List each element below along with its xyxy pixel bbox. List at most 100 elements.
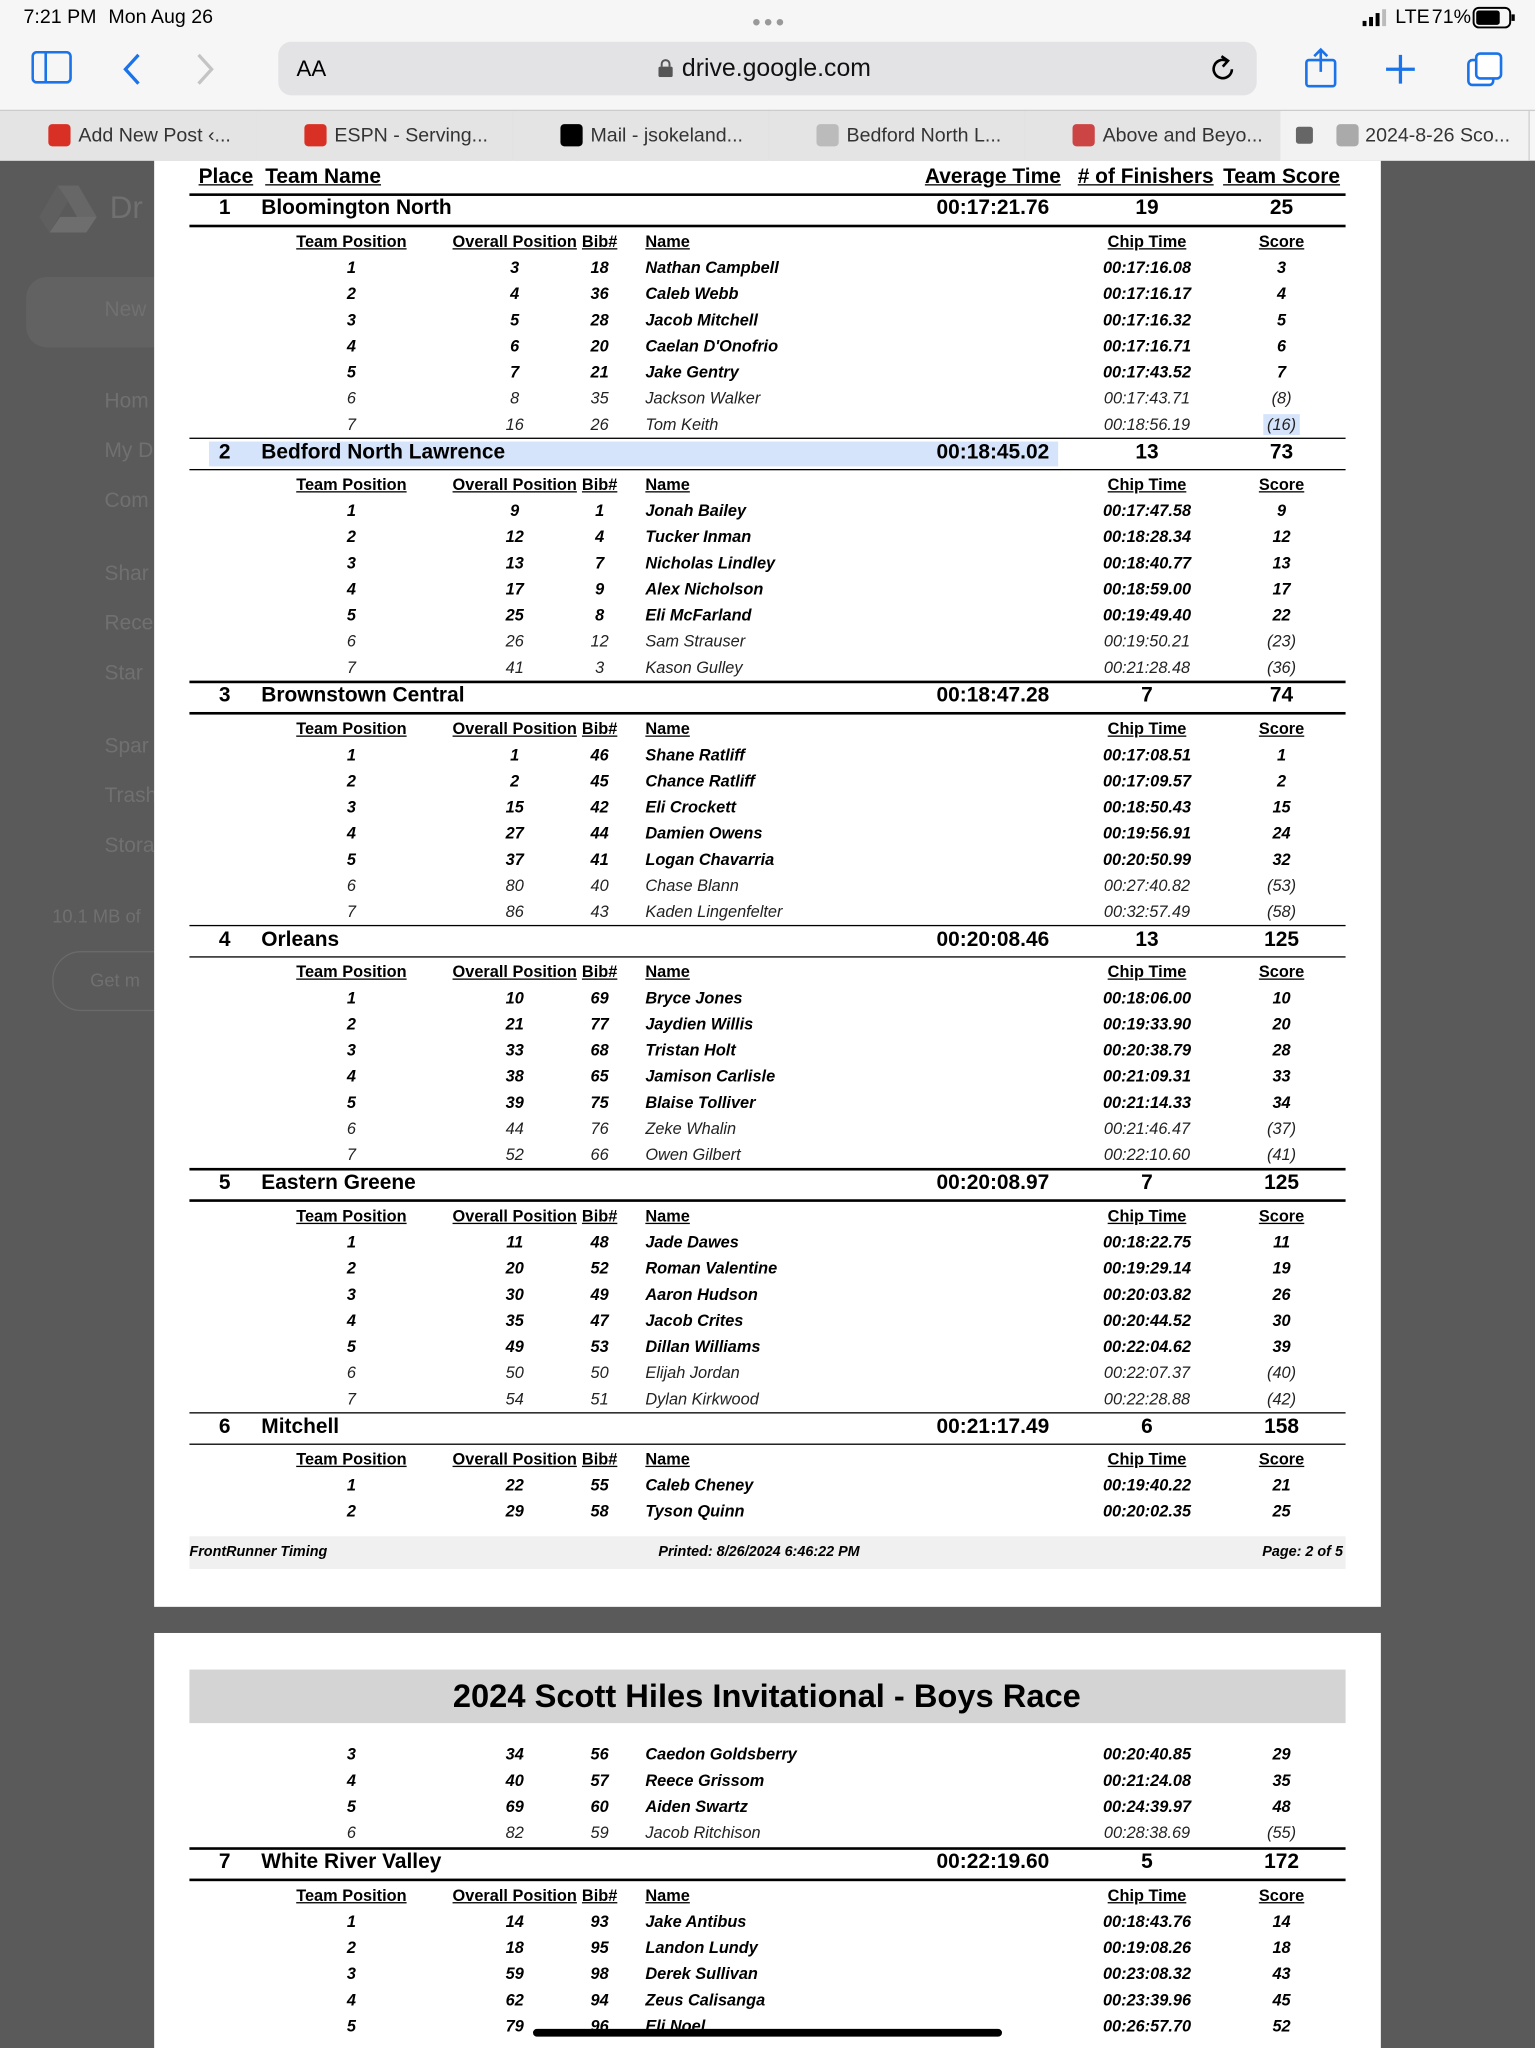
signal-icon bbox=[1362, 9, 1387, 27]
runner-cell: 00:18:40.77 bbox=[1102, 553, 1192, 573]
runner-cell: 00:21:28.48 bbox=[1103, 658, 1191, 677]
table-rule bbox=[189, 1199, 1346, 1202]
runner-cell: 4 bbox=[346, 1990, 356, 2009]
tab[interactable] bbox=[1024, 111, 1282, 161]
runner-column-header: Chip Time bbox=[1107, 962, 1187, 982]
tab-title[interactable]: Above and Beyo... bbox=[1102, 124, 1263, 147]
runner-cell: 1 bbox=[346, 988, 356, 1008]
table-rule bbox=[189, 193, 1346, 196]
runner-cell: 7 bbox=[346, 1389, 356, 1408]
runner-cell: 93 bbox=[590, 1911, 609, 1931]
runner-cell: Kaden Lingenfelter bbox=[645, 902, 783, 921]
runner-cell: Jaydien Willis bbox=[645, 1015, 754, 1034]
table-rule bbox=[189, 1847, 1346, 1850]
runner-cell: 56 bbox=[590, 1745, 609, 1764]
runner-cell: 22 bbox=[1272, 606, 1291, 625]
reload-button[interactable] bbox=[1208, 54, 1237, 85]
runner-cell: 00:22:04.62 bbox=[1102, 1337, 1192, 1356]
runner-cell: Aiden Swartz bbox=[645, 1797, 748, 1816]
runner-cell: 00:21:14.33 bbox=[1102, 1093, 1192, 1112]
runner-cell: 47 bbox=[590, 1310, 609, 1330]
runner-cell: 33 bbox=[505, 1041, 524, 1060]
runner-cell: 00:20:38.79 bbox=[1102, 1041, 1192, 1060]
runner-cell: 65 bbox=[590, 1067, 609, 1086]
home-indicator[interactable] bbox=[533, 2028, 1002, 2037]
runner-column-header: Score bbox=[1258, 1450, 1305, 1469]
runner-cell: 00:21:24.08 bbox=[1102, 1771, 1192, 1790]
team-place: 2 bbox=[218, 440, 231, 464]
runner-cell: 5 bbox=[346, 1337, 356, 1356]
runner-cell: 54 bbox=[505, 1389, 524, 1408]
tab-title[interactable]: Add New Post ‹... bbox=[78, 124, 231, 147]
table-rule bbox=[189, 224, 1346, 227]
runner-cell: 39 bbox=[505, 1093, 524, 1112]
runner-cell: Eli Crockett bbox=[645, 797, 737, 816]
runner-cell: 9 bbox=[595, 580, 605, 599]
runner-cell: 48 bbox=[590, 1232, 609, 1251]
runner-cell: 00:19:33.90 bbox=[1102, 1015, 1192, 1034]
runner-cell: 59 bbox=[590, 1823, 609, 1842]
tab-title[interactable]: Bedford North L... bbox=[846, 124, 1002, 147]
runner-cell: 00:17:43.71 bbox=[1103, 388, 1191, 407]
runner-cell: Owen Gilbert bbox=[645, 1145, 741, 1164]
runner-cell: 00:17:08.51 bbox=[1102, 745, 1192, 764]
tab[interactable] bbox=[768, 111, 1026, 161]
runner-cell: (16) bbox=[1267, 414, 1297, 434]
forward-button[interactable] bbox=[193, 52, 217, 86]
runner-cell: 6 bbox=[510, 336, 520, 355]
runner-cell: (41) bbox=[1267, 1145, 1297, 1164]
team-place: 5 bbox=[218, 1171, 231, 1195]
table-rule bbox=[189, 1878, 1346, 1881]
table-rule bbox=[189, 711, 1346, 714]
tab-title[interactable]: ESPN - Serving... bbox=[334, 124, 488, 147]
runner-cell: 33 bbox=[1272, 1067, 1291, 1086]
table-rule bbox=[189, 436, 1346, 439]
url-text[interactable]: drive.google.com bbox=[681, 54, 871, 83]
tab-close[interactable] bbox=[1295, 126, 1313, 144]
runner-cell: 11 bbox=[1273, 1232, 1291, 1251]
runner-cell: 4 bbox=[346, 1067, 356, 1086]
runner-cell: 12 bbox=[1272, 527, 1291, 547]
runner-cell: 7 bbox=[346, 902, 356, 921]
sidebar-item: Shar bbox=[104, 563, 149, 586]
share-button[interactable] bbox=[1304, 47, 1338, 89]
runner-cell: 00:20:40.85 bbox=[1102, 1745, 1192, 1764]
runner-cell: 25 bbox=[1272, 1502, 1291, 1521]
new-tab-button[interactable] bbox=[1385, 54, 1416, 85]
team-score: 158 bbox=[1264, 1415, 1300, 1438]
tab[interactable] bbox=[0, 111, 258, 161]
sidebar-item: New bbox=[104, 299, 147, 322]
runner-cell: 62 bbox=[505, 1990, 524, 2009]
tab-title[interactable]: 2024-8-26 Sco... bbox=[1365, 124, 1511, 147]
text-size-button[interactable]: AA bbox=[296, 56, 327, 81]
tab[interactable] bbox=[512, 111, 770, 161]
runner-cell: 49 bbox=[505, 1337, 524, 1356]
tabs-button[interactable] bbox=[1466, 51, 1505, 88]
sidebar-button[interactable] bbox=[31, 50, 73, 85]
address-bar[interactable] bbox=[278, 41, 1257, 96]
runner-cell: 36 bbox=[590, 284, 609, 303]
runner-column-header: Overall Position bbox=[452, 719, 577, 738]
runner-column-header: Chip Time bbox=[1107, 1885, 1187, 1905]
multitask-dots[interactable] bbox=[751, 10, 785, 26]
tab-title[interactable]: Mail - jsokeland... bbox=[590, 124, 743, 147]
runner-cell: 4 bbox=[346, 1310, 356, 1330]
runner-cell: 59 bbox=[505, 1964, 524, 1983]
runner-cell: Jade Dawes bbox=[645, 1232, 739, 1251]
runner-cell: 2 bbox=[1277, 771, 1287, 790]
column-header: Place bbox=[198, 165, 254, 189]
runner-cell: 00:18:28.34 bbox=[1102, 527, 1192, 547]
team-average-time: 00:21:17.49 bbox=[936, 1415, 1050, 1438]
runner-cell: 00:22:28.88 bbox=[1103, 1389, 1191, 1408]
back-button[interactable] bbox=[120, 52, 144, 86]
runner-cell: 80 bbox=[505, 875, 524, 895]
runner-cell: 94 bbox=[590, 1990, 609, 2009]
runner-cell: Jacob Mitchell bbox=[645, 310, 758, 329]
runner-cell: 12 bbox=[590, 632, 609, 651]
tab[interactable] bbox=[1280, 111, 1530, 161]
runner-cell: 2 bbox=[346, 284, 356, 303]
tab-icon bbox=[560, 124, 583, 147]
runner-cell: 00:18:56.19 bbox=[1103, 414, 1191, 434]
runner-cell: 27 bbox=[505, 823, 524, 842]
text-selection bbox=[1263, 414, 1300, 436]
